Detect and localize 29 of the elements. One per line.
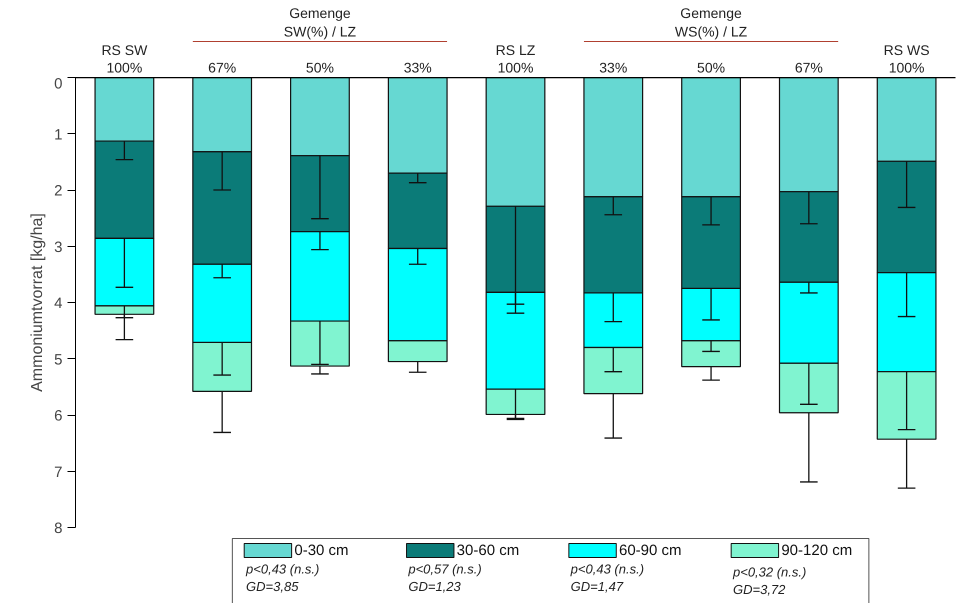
- x-tick-label: 50%: [697, 60, 726, 76]
- text: p<0,43 (n.s.) GD=1,47: [570, 562, 644, 594]
- y-tick-label: 3: [54, 238, 62, 256]
- y-tick-label: 1: [54, 126, 62, 144]
- y-tick-label: 2: [54, 182, 62, 200]
- text: p<0,32 (n.s.) GD=3,72: [732, 564, 806, 597]
- legend-label: 30-60 cm: [456, 542, 520, 559]
- y-tick-label: 0: [54, 76, 62, 92]
- y-tick-label: 8: [54, 520, 62, 537]
- x-tick-label: 50%: [306, 60, 334, 76]
- x-tick-label: RS SW 100%: [101, 42, 148, 76]
- x-tick-label: 67%: [794, 60, 823, 76]
- legend-label: 0-30 cm: [294, 542, 349, 559]
- text: Gemenge WS(%) / LZ: [674, 5, 748, 40]
- x-tick-label: 67%: [208, 60, 236, 76]
- text: p<0,57 (n.s.) GD=1,23: [407, 562, 482, 594]
- text: Gemenge SW(%) / LZ: [284, 5, 357, 40]
- y-tick-label: 7: [54, 464, 62, 481]
- x-tick-label: 33%: [599, 60, 628, 76]
- y-tick-label: 5: [54, 351, 62, 368]
- legend-label: 60-90 cm: [619, 542, 682, 559]
- x-tick-label: RS WS 100%: [884, 42, 930, 76]
- x-tick-label: 33%: [404, 60, 432, 76]
- y-axis-title: Ammoniumtvorrat [kg/ha]: [29, 213, 46, 392]
- y-tick-label: 6: [54, 408, 62, 424]
- legend-label: 90-120 cm: [781, 542, 852, 559]
- y-tick-label: 4: [54, 295, 62, 312]
- x-tick-label: RS LZ 100%: [496, 42, 536, 76]
- text: p<0,43 (n.s.) GD=3,85: [245, 562, 320, 594]
